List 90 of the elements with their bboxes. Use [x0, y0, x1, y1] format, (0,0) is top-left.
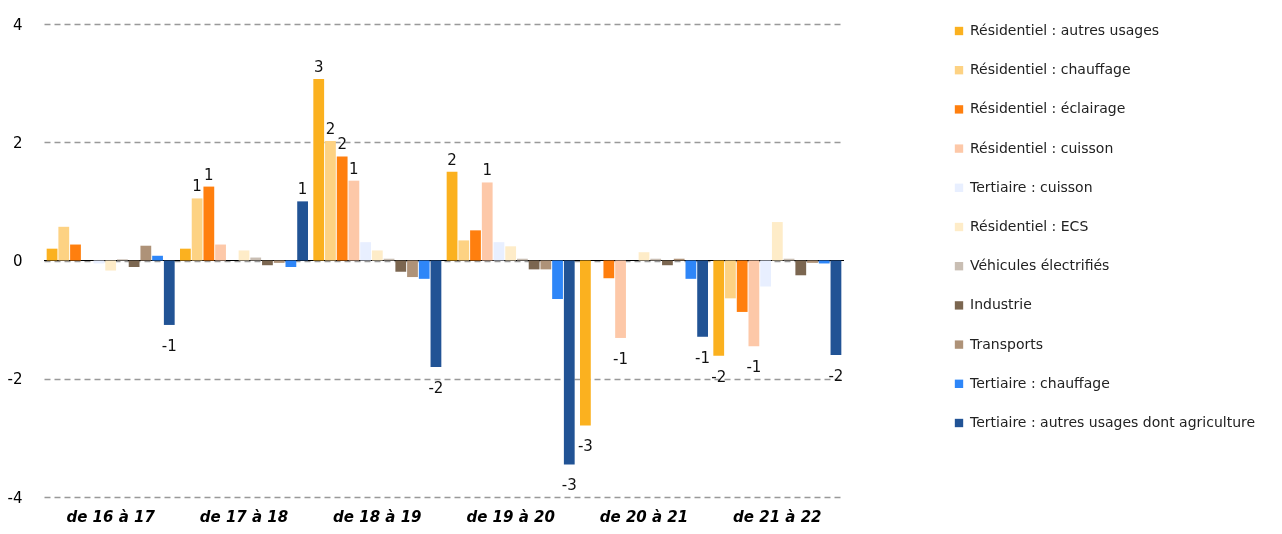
data-label: 1	[349, 159, 359, 178]
legend-label: Véhicules électrifiés	[970, 257, 1110, 274]
bar	[493, 242, 505, 261]
bar	[152, 255, 163, 261]
y-tick-label: 2	[12, 133, 23, 152]
bar	[748, 260, 760, 347]
bar	[140, 245, 152, 261]
bar	[58, 226, 70, 261]
bar	[603, 260, 615, 279]
bar	[563, 260, 575, 465]
bar	[552, 260, 563, 299]
data-label: 1	[297, 180, 308, 199]
bar	[418, 260, 430, 279]
bar	[697, 260, 708, 337]
bar	[540, 260, 552, 270]
bar	[736, 260, 748, 312]
data-label: 1	[192, 177, 202, 196]
legend-label: Tertiaire : autres usages dont agriculture	[969, 414, 1256, 430]
bar	[795, 260, 807, 276]
legend-label: Résidentiel : ECS	[970, 218, 1089, 234]
x-tick-label: de 16 à 17	[66, 507, 156, 526]
bar	[615, 260, 626, 338]
bar	[430, 260, 442, 367]
bar	[771, 222, 783, 261]
bar	[470, 230, 481, 261]
legend-label: Transports	[969, 335, 1043, 352]
y-tick-label: -4	[7, 488, 23, 507]
bar	[313, 78, 325, 261]
bar	[685, 260, 697, 279]
bar	[46, 248, 58, 261]
bar	[250, 257, 262, 261]
x-tick-label: de 18 à 19	[333, 507, 422, 526]
bar	[458, 240, 470, 261]
data-label: -3	[577, 437, 593, 456]
legend-label: Industrie	[970, 296, 1032, 313]
data-label: -1	[161, 336, 177, 355]
legend-label: Tertiaire : chauffage	[969, 374, 1110, 391]
legend-label: Résidentiel : autres usages	[970, 22, 1160, 38]
data-label: 2	[447, 150, 457, 169]
data-label: 2	[337, 135, 347, 154]
bar	[297, 201, 308, 261]
bar	[336, 156, 348, 261]
bar	[191, 198, 203, 261]
bar	[238, 250, 250, 261]
data-label: -3	[561, 476, 577, 495]
data-label: 1	[204, 165, 214, 184]
x-tick-label: de 17 à 18	[199, 507, 289, 526]
data-label: 2	[325, 120, 336, 139]
data-label: -1	[613, 349, 629, 368]
y-tick-label: 4	[12, 15, 23, 34]
legend-label: Tertiaire : cuisson	[969, 178, 1093, 195]
x-tick-label: de 21 à 22	[733, 507, 822, 526]
legend-label: Résidentiel : cuisson	[970, 139, 1114, 156]
bar	[760, 260, 771, 287]
bar	[580, 260, 591, 426]
legend-label: Résidentiel : chauffage	[970, 61, 1131, 78]
bar	[360, 242, 371, 261]
bar	[215, 244, 226, 261]
bar	[713, 260, 725, 356]
bar	[325, 141, 336, 261]
bar	[725, 260, 736, 299]
bar	[70, 244, 81, 261]
data-label: -2	[428, 378, 444, 397]
bar	[348, 180, 360, 261]
bar	[830, 260, 842, 356]
data-label: -1	[695, 348, 711, 367]
x-tick-label: de 19 à 20	[466, 507, 555, 526]
bar	[638, 252, 650, 261]
bar	[128, 260, 140, 267]
y-tick-label: 0	[12, 252, 23, 270]
data-label: -2	[828, 367, 844, 386]
y-tick-label: -2	[7, 370, 23, 389]
data-label: -1	[746, 358, 762, 377]
x-tick-label: de 20 à 21	[599, 507, 689, 526]
bar	[180, 248, 191, 261]
bar	[371, 250, 383, 261]
legend-label: Résidentiel : éclairage	[970, 100, 1126, 117]
bar	[285, 260, 297, 267]
bar	[407, 260, 418, 278]
bar	[105, 260, 117, 271]
bar	[505, 246, 517, 261]
bar	[446, 171, 458, 261]
bar	[395, 260, 407, 272]
data-label: -2	[711, 367, 727, 386]
bar	[163, 260, 175, 325]
bar	[203, 186, 215, 261]
data-label: 3	[313, 57, 324, 76]
data-label: 1	[482, 161, 492, 180]
bar	[528, 260, 540, 270]
bar	[481, 182, 493, 261]
